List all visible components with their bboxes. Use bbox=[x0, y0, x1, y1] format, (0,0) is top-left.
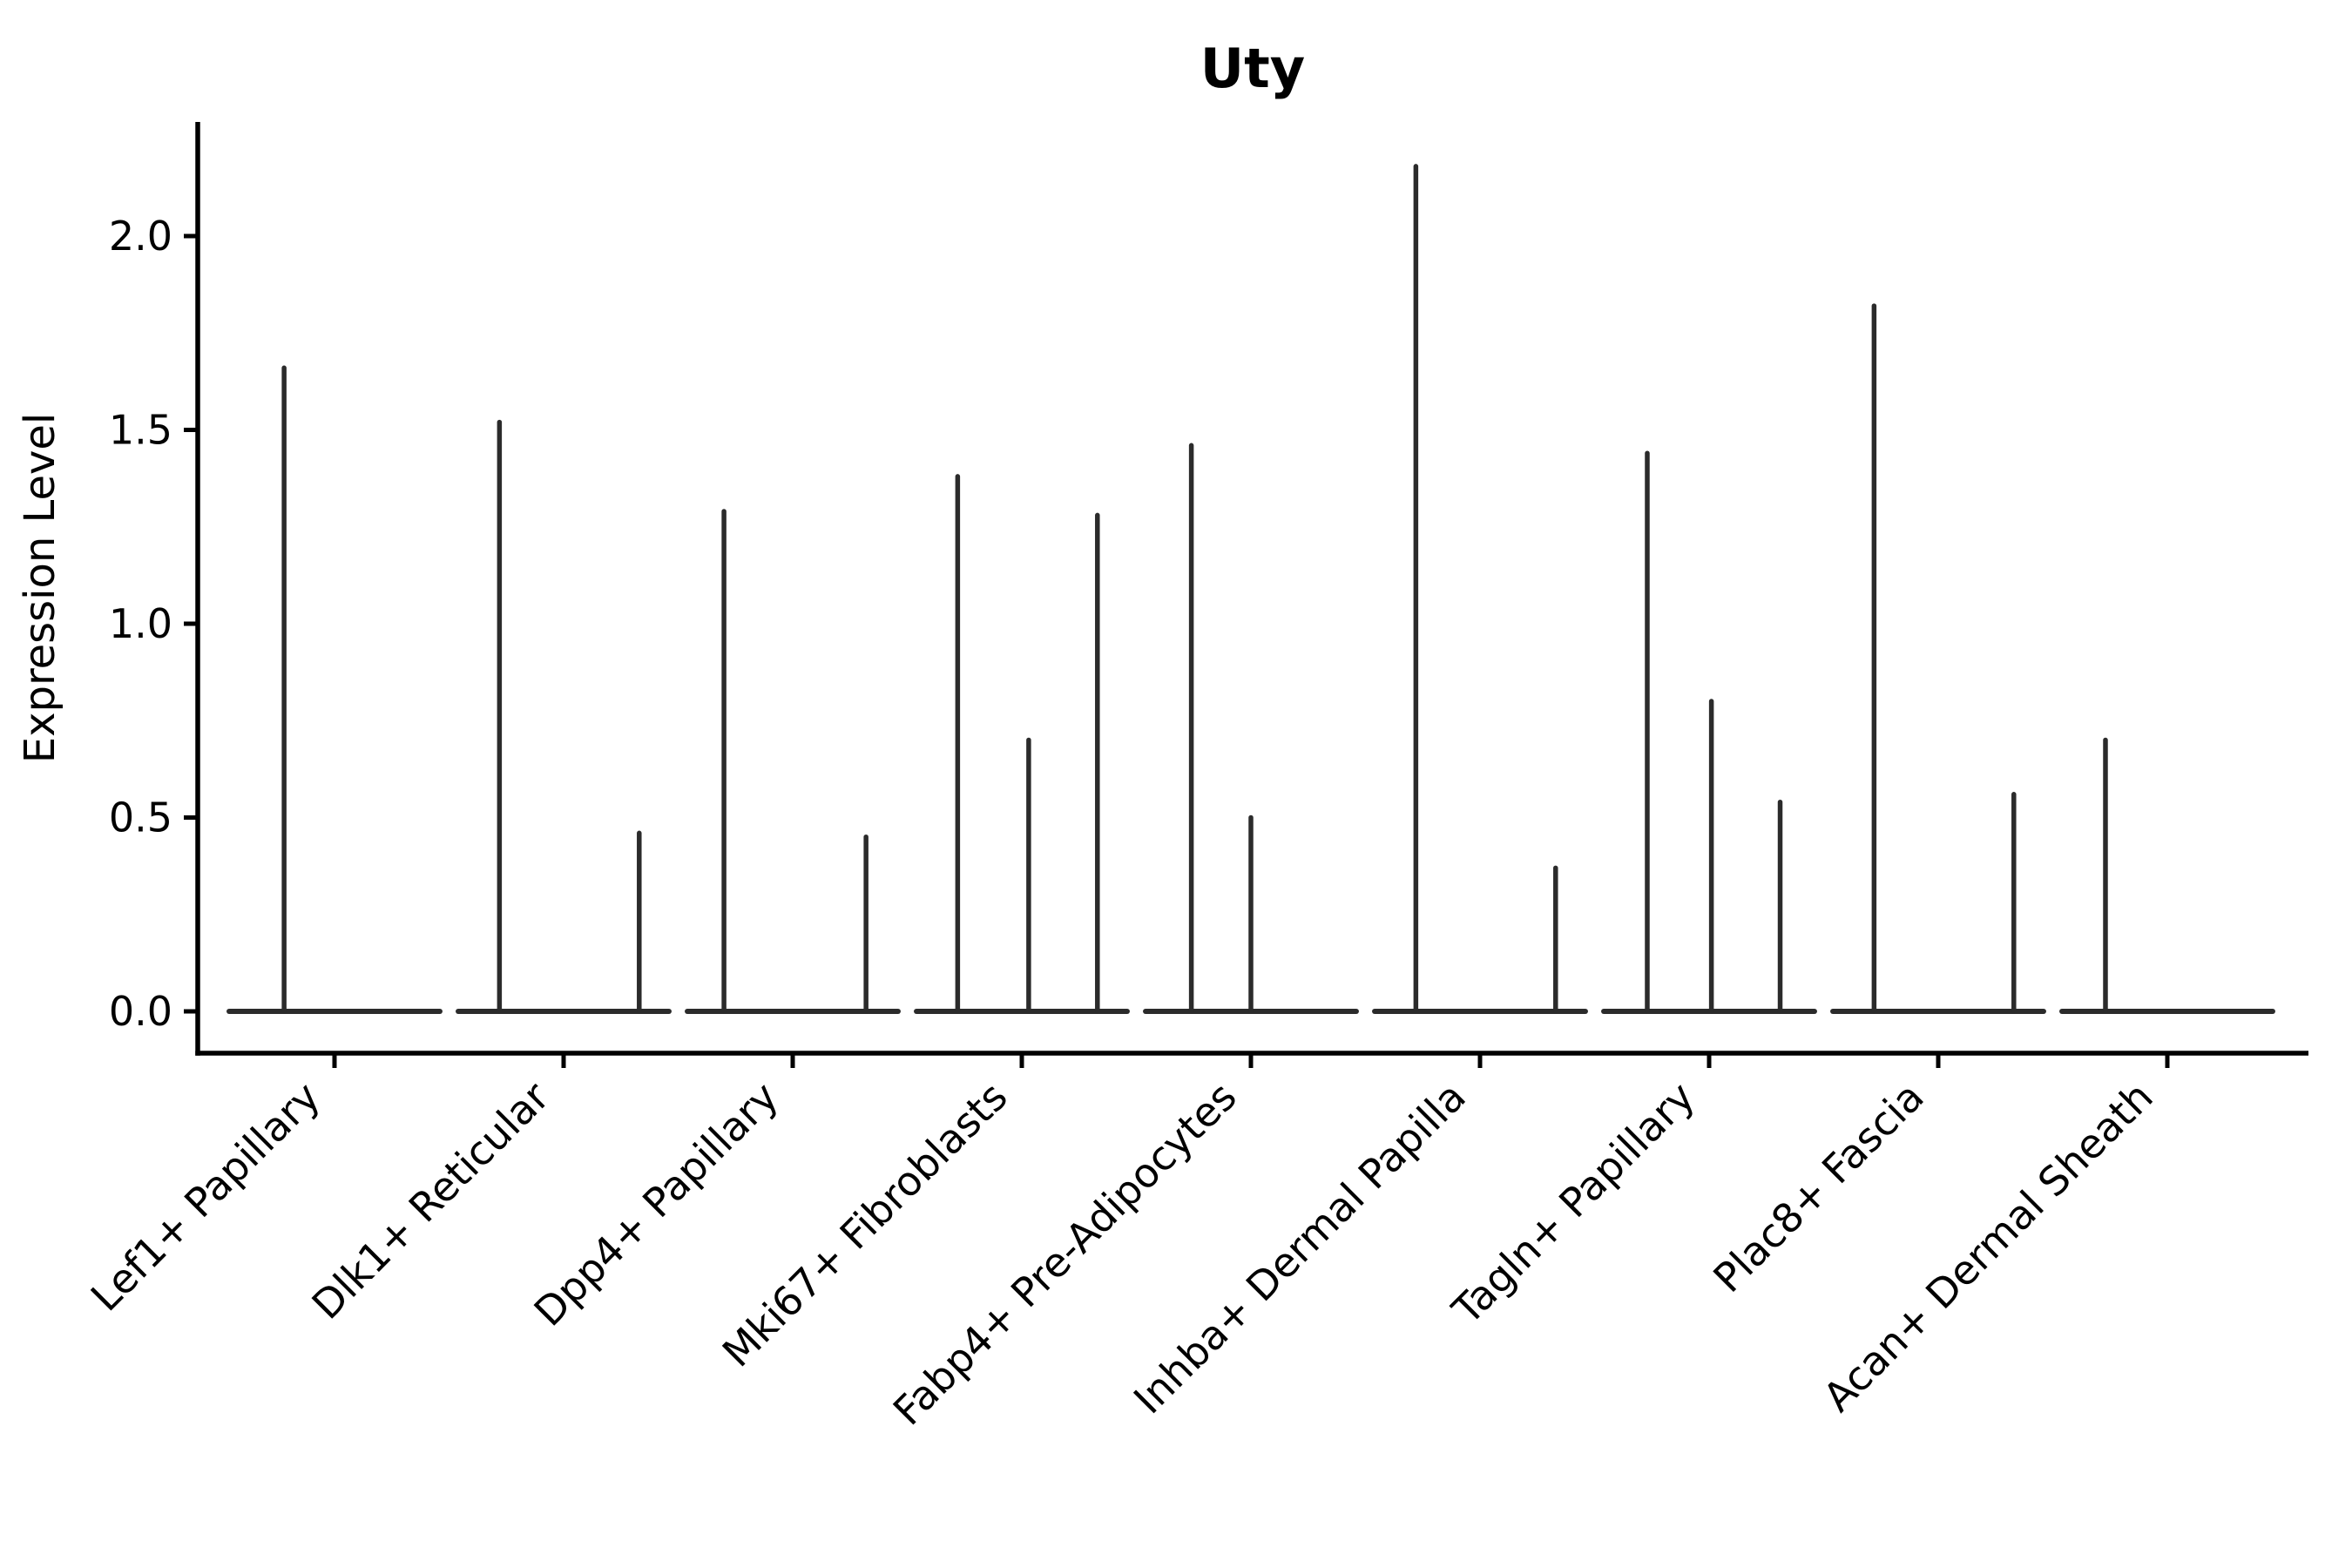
violins bbox=[226, 164, 2275, 1014]
x-tick-label: Dlk1+ Reticular bbox=[303, 1073, 558, 1328]
y-axis-title: Expression Level bbox=[16, 413, 64, 764]
x-tick-label: Lef1+ Papillary bbox=[82, 1073, 329, 1321]
y-tick-label: 1.0 bbox=[109, 600, 172, 647]
x-tick-label: Plac8+ Fascia bbox=[1704, 1073, 1932, 1301]
y-tick-label: 0.0 bbox=[109, 988, 172, 1035]
y-tick-label: 2.0 bbox=[109, 213, 172, 260]
y-axis: 0.0 0.5 1.0 1.5 2.0 bbox=[109, 213, 198, 1035]
x-tick-label: Dpp4+ Papillary bbox=[525, 1073, 787, 1335]
y-tick-label: 0.5 bbox=[109, 794, 172, 841]
x-tick-label: Tagln+ Papillary bbox=[1443, 1073, 1704, 1335]
plot-title: Uty bbox=[1200, 37, 1305, 100]
y-tick-label: 1.5 bbox=[109, 407, 172, 454]
